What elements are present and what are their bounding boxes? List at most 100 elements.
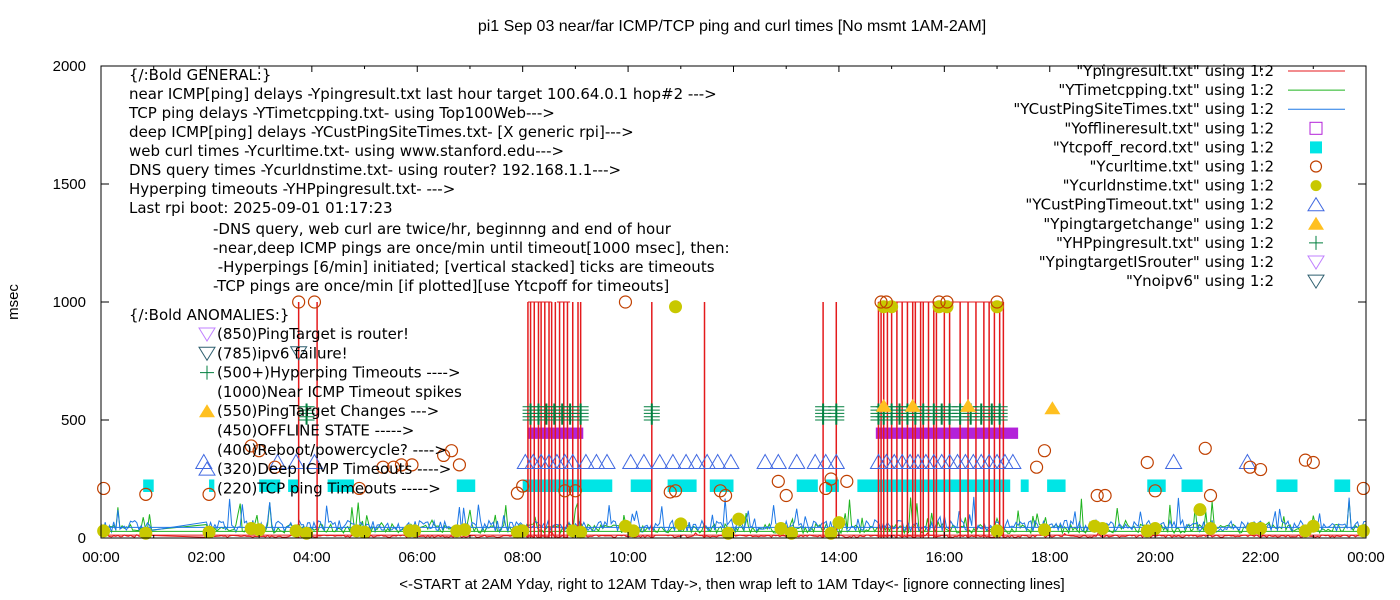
x-tick-label: 04:00 (293, 549, 331, 566)
curl-point (771, 474, 785, 488)
annotation-general-line: near ICMP[ping] delays -Ypingresult.txt … (129, 85, 717, 103)
curl-point (1148, 484, 1162, 498)
annotation-general-line: web curl times -Ycurltime.txt- using www… (129, 142, 564, 160)
x-tick-label: 16:00 (926, 549, 964, 566)
deep-icmp-timeout-marker (816, 453, 835, 469)
curl-point (97, 481, 111, 496)
legend-label: "YpingtargetISrouter" using 1:2 (1039, 253, 1274, 271)
curl-point (376, 460, 390, 474)
deep-icmp-timeout-marker (664, 453, 682, 469)
dns-point (885, 300, 899, 314)
deep-icmp-timeout-marker (708, 453, 727, 469)
anomaly-marker-icon (198, 346, 216, 362)
chart-title: pi1 Sep 03 near/far ICMP/TCP ping and cu… (478, 18, 986, 35)
anomaly-marker-icon (198, 461, 216, 476)
x-axis-label: <-START at 2AM Yday, right to 12AM Tday-… (399, 576, 1064, 593)
deep-icmp-timeout-marker (287, 453, 305, 469)
dns-point (990, 524, 1004, 538)
legend-key-icon (1309, 160, 1323, 173)
dns-point (1306, 519, 1320, 533)
deep-icmp-timeout-marker (635, 453, 653, 469)
curl-point (1356, 481, 1370, 496)
annotation-anomaly-line: (785)ipv6 failure! (217, 344, 348, 362)
dns-point (832, 516, 846, 530)
tcpoff-block (630, 479, 652, 492)
legend-label: "YTimetcpping.txt" using 1:2 (1058, 81, 1274, 99)
curl-point (1098, 488, 1112, 503)
curl-point (1298, 453, 1312, 467)
dns-point (824, 526, 838, 540)
curl-point (307, 295, 322, 309)
legend-label: "YCustPingTimeout.txt" using 1:2 (1025, 196, 1274, 214)
legend-key-icon (1307, 255, 1325, 270)
curl-point (718, 488, 733, 503)
deep-icmp-timeout-marker (677, 453, 695, 469)
curl-point (292, 295, 306, 309)
x-tick-label: 00:00 (82, 549, 120, 566)
deep-icmp-timeout-marker (621, 453, 640, 469)
dns-point (358, 525, 372, 539)
annotation-anomaly-line: (450)OFFLINE STATE -----> (217, 422, 414, 440)
legend-key-icon (1309, 121, 1323, 135)
curl-point (437, 448, 451, 462)
curl-point (990, 295, 1004, 309)
curl-point (568, 484, 582, 498)
dns-point (202, 525, 216, 539)
curl-point (1029, 460, 1044, 474)
target-change-marker (904, 398, 921, 412)
annotation-anomaly-line: (320)Deep ICMP Timeouts ----> (217, 460, 451, 478)
curl-point (879, 295, 893, 309)
dns-point (626, 524, 640, 538)
tcpoff-block (796, 479, 818, 492)
y-tick-label: 500 (61, 412, 86, 429)
series-line-deep-icmp (100, 496, 1367, 534)
tcpoff-block (709, 479, 734, 492)
tcpoff-block (259, 479, 281, 492)
dns-point (1148, 522, 1162, 536)
curl-point (1243, 460, 1257, 474)
deep-icmp-timeout-marker (885, 453, 904, 469)
annotation-anomaly-line: (400)Reboot/powercycle? ----> (217, 441, 447, 459)
y-tick-label: 1500 (53, 176, 86, 193)
deep-icmp-timeout-marker (687, 453, 706, 469)
x-tick-label: 02:00 (188, 549, 226, 566)
deep-icmp-timeout-marker (722, 453, 740, 469)
legend-key-icon (1310, 141, 1322, 154)
anomaly-marker-icon (199, 404, 215, 418)
curl-point (618, 295, 633, 309)
marks-layer (97, 295, 1370, 540)
annotation-note-line: -DNS query, web curl are twice/hr, begin… (213, 220, 672, 238)
annotation-anomaly-line: (500+)Hyperping Timeouts ----> (217, 364, 461, 382)
x-tick-label: 22:00 (1242, 549, 1280, 566)
deep-icmp-timeout-marker (806, 453, 825, 469)
x-tick-label: 18:00 (1031, 549, 1069, 566)
curl-point (510, 486, 524, 500)
dns-point (990, 300, 1004, 314)
dns-point (252, 523, 266, 537)
curl-point (394, 458, 409, 472)
dns-point (574, 525, 588, 539)
legend-label: "Ypingtargetchange" using 1:2 (1043, 215, 1274, 233)
annotation-note-line: -near,deep ICMP pings are once/min until… (213, 239, 730, 257)
annotation-general-line: deep ICMP[ping] delays -YCustPingSiteTim… (129, 123, 634, 141)
deep-icmp-timeout-marker (698, 453, 717, 469)
dns-point (721, 526, 735, 540)
annotation-anomaly-line: (850)PingTarget is router! (217, 325, 409, 343)
dns-point (940, 300, 954, 314)
deep-icmp-timeout-marker (563, 453, 582, 469)
dns-point (97, 524, 111, 538)
tcpoff-block (143, 479, 154, 492)
anomaly-marker-icon (198, 327, 216, 342)
curl-point (663, 485, 677, 499)
tcpoff-block (456, 479, 476, 492)
target-change-marker (1044, 401, 1061, 415)
dns-point (1254, 522, 1268, 536)
annotation-anomalies-title: {/:Bold ANOMALIES:} (129, 306, 289, 324)
annotation-note-line: -Hyperpings [6/min] initiated; [vertical… (213, 258, 715, 276)
annotation-anomaly-line: (550)PingTarget Changes ---> (217, 402, 439, 420)
x-tick-label: 08:00 (504, 549, 542, 566)
legend-label: "Ypingresult.txt" using 1:2 (1076, 62, 1274, 80)
deep-icmp-timeout-marker (1164, 453, 1183, 469)
deep-icmp-timeout-marker (948, 453, 967, 469)
